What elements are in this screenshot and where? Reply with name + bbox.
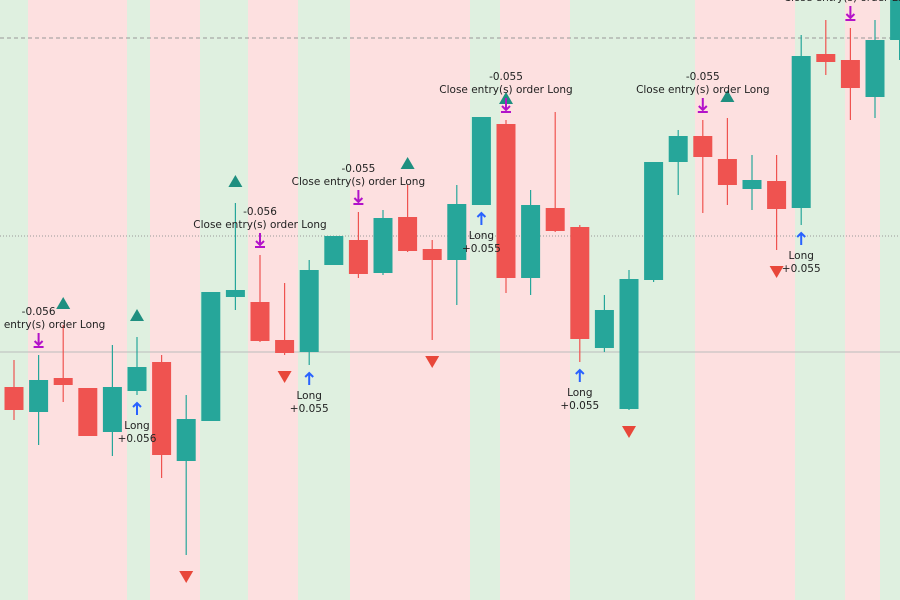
candle-body <box>767 181 787 209</box>
exit-result: -0.055 <box>341 163 375 175</box>
entry-arrow <box>796 231 806 245</box>
candle-body <box>693 136 713 157</box>
candle-body <box>865 40 885 97</box>
candle-body <box>594 310 614 348</box>
candle-body <box>742 180 762 189</box>
candle-body <box>422 249 442 260</box>
candle-body <box>225 290 245 297</box>
signal-down <box>769 266 784 278</box>
entry-label: Long <box>567 387 592 399</box>
candle-body <box>299 270 319 352</box>
exit-arrow <box>353 190 364 205</box>
signal-down <box>622 426 636 438</box>
candle-body <box>201 292 221 421</box>
candle-body <box>398 217 418 251</box>
entry-arrow <box>476 211 487 225</box>
exit-arrow <box>501 98 511 113</box>
signal-up <box>228 175 243 187</box>
entry-arrow <box>132 401 142 415</box>
exit-arrow <box>255 233 265 248</box>
entry-result: +0.055 <box>290 403 329 415</box>
candle-body <box>668 136 688 162</box>
candle-body <box>373 218 393 273</box>
exit-result: -0.056 <box>22 306 56 318</box>
candle-body <box>816 54 836 62</box>
signal-up <box>400 157 415 169</box>
entry-label: Long <box>469 230 494 242</box>
candle-body <box>4 387 24 410</box>
candle-body <box>324 236 344 265</box>
exit-label: Close entry(s) order Long <box>292 176 425 188</box>
exit-arrow <box>845 6 856 21</box>
candle-body <box>521 205 541 278</box>
entry-label: Long <box>788 250 813 262</box>
candle-body <box>890 0 900 40</box>
candle-body <box>447 204 467 260</box>
candle-body <box>127 367 147 391</box>
exit-result: -0.056 <box>243 206 277 218</box>
candle-body <box>570 227 590 339</box>
candle-body <box>78 388 98 436</box>
entry-result: +0.055 <box>560 400 599 412</box>
signal-down <box>277 371 292 383</box>
entry-result: +0.055 <box>462 243 501 255</box>
candle-body <box>176 419 196 461</box>
exit-label: Close entry(s) order Long <box>0 319 105 331</box>
signal-up <box>720 90 735 102</box>
candle-body <box>619 279 639 409</box>
signal-down <box>425 356 440 368</box>
exit-arrow <box>697 98 708 113</box>
entry-result: +0.056 <box>118 433 157 445</box>
candle-body <box>496 124 516 278</box>
candle-body <box>348 240 368 274</box>
candle-body <box>471 117 491 205</box>
exit-result: -0.055 <box>489 71 523 83</box>
candle-body <box>791 56 811 208</box>
signal-up <box>56 297 71 309</box>
exit-arrow <box>33 333 44 348</box>
entry-result: +0.055 <box>782 263 821 275</box>
candle-body <box>29 380 49 412</box>
candle-body <box>102 387 122 432</box>
candle-body <box>545 208 565 231</box>
signal-up <box>130 309 144 321</box>
entry-label: Long <box>296 390 321 402</box>
candle-body <box>644 162 664 280</box>
exit-label: Close entry(s) order Long <box>193 219 326 231</box>
exit-label: Close entry(s) order Long <box>784 0 900 4</box>
entry-arrow <box>304 371 314 385</box>
exit-result: -0.055 <box>686 71 720 83</box>
exit-label: Close entry(s) order Long <box>439 84 572 96</box>
candle-body <box>53 378 73 385</box>
candle-body <box>275 340 295 353</box>
signal-down <box>179 571 194 583</box>
candle-body <box>250 302 270 341</box>
exit-label: Close entry(s) order Long <box>636 84 769 96</box>
candle-body <box>840 60 860 88</box>
entry-arrow <box>575 368 585 382</box>
candle-body <box>152 362 172 455</box>
entry-label: Long <box>124 420 149 432</box>
candle-body <box>717 159 737 185</box>
